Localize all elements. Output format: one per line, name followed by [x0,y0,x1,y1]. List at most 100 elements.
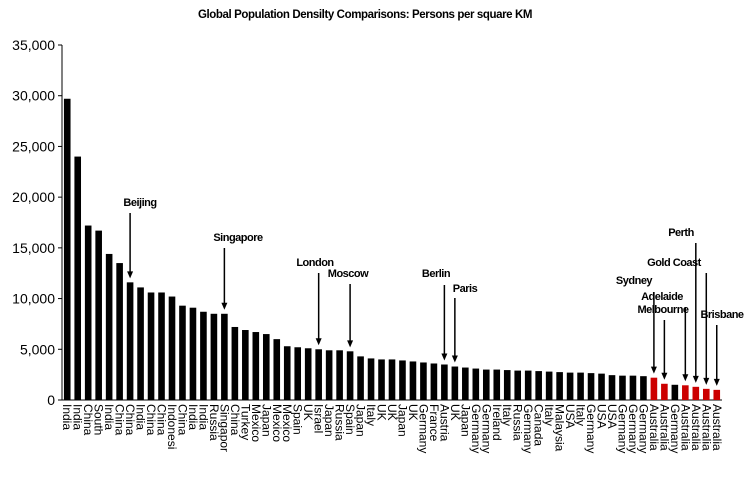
x-tick-label: China [175,404,189,436]
bar [294,347,302,400]
x-tick-label: China [228,404,242,436]
bar [451,366,459,400]
bar [640,376,647,400]
x-tick-label: Germany [626,404,640,453]
bar [242,330,249,400]
bar [189,307,197,400]
annotation: Melbourne [637,304,688,316]
annotation: Paris [453,283,478,295]
bar [346,351,354,400]
bar [556,372,563,400]
x-tick-label: Italy [574,404,588,426]
bar [493,369,501,400]
x-tick-label: USA [605,404,619,429]
bar [221,313,228,400]
x-tick-label: Germany [479,404,493,453]
x-tick-label: India [196,404,210,430]
bar [430,363,438,400]
bar [545,371,553,400]
bar [566,372,574,400]
arrow-head [127,271,134,279]
x-tick-label: Germany [636,404,650,453]
x-tick-label: India [134,404,148,430]
annotation: Moscow [328,268,369,280]
bar [503,370,511,400]
bar [126,282,134,400]
bar [462,367,469,400]
bar [378,359,385,400]
bar [200,311,207,400]
arrow-head [451,355,458,363]
x-tick-label: Israel [312,404,326,433]
bar [713,389,721,400]
x-tick-label: Italy [542,404,556,426]
x-tick-label: Turkey [238,404,252,440]
annotation: Adelaide [641,291,683,303]
x-tick-label: South [92,404,106,435]
y-tick-label: 15,000 [12,240,55,256]
x-tick-label: Spain [291,404,305,435]
bar [315,349,322,400]
y-tick-label: 25,000 [12,138,55,154]
y-tick-label: 0 [47,392,55,408]
annotation: London [296,257,334,269]
x-tick-label: Canada [532,404,546,446]
bar [399,360,406,400]
arrow-head [661,372,668,380]
bar [514,370,522,400]
x-tick-label: Austria [437,404,451,442]
bar [472,368,480,400]
annotation: Beijing [123,197,156,209]
x-tick-label: Germany [615,404,629,453]
x-tick-label: Japan [354,404,368,437]
x-tick-label: Russia [333,404,347,441]
x-tick-label: Japan [395,404,409,437]
x-tick-label: Australia [647,404,661,451]
annotation: Perth [668,227,694,239]
x-tick-label: Japan [259,404,273,437]
y-tick-label: 10,000 [12,291,55,307]
bar [661,383,668,400]
x-tick-label: Australia [699,404,713,451]
x-tick-label: Germany [584,404,598,453]
bar [608,375,616,400]
x-tick-label: China [155,404,169,436]
x-tick-label: UK [448,404,462,421]
x-tick-label: Germany [668,404,682,453]
annotation: Singapore [213,232,263,244]
bar [388,359,396,400]
bar [535,371,542,400]
bar [357,356,364,400]
x-tick-label: Russia [511,404,525,441]
x-tick-label: China [81,404,95,436]
x-tick-label: France [427,404,441,442]
annotation: Brisbane [700,309,743,321]
arrow-head [692,375,699,383]
arrow-head [315,338,322,346]
bar [95,230,102,400]
x-tick-label: China [123,404,137,436]
bar [671,384,679,400]
bar [158,292,165,400]
x-tick-label: Italy [364,404,378,426]
x-tick-label: India [71,404,85,430]
arrow-head [347,340,354,348]
x-tick-label: Spain [343,404,357,435]
bar [409,361,417,400]
bar [210,313,218,400]
bar [325,350,333,400]
bar [74,156,82,400]
bar [619,375,626,400]
arrow-head [650,366,657,374]
x-tick-label: Australia [678,404,692,451]
x-tick-label: UK [301,404,315,421]
x-tick-label: Mexico [249,404,263,442]
annotation: Sydney [616,275,654,287]
bar [598,373,605,400]
x-tick-label: India [102,404,116,430]
bar [587,373,595,400]
x-tick-label: Japan [322,404,336,437]
x-tick-label: UK [385,404,399,421]
bar [577,372,584,400]
